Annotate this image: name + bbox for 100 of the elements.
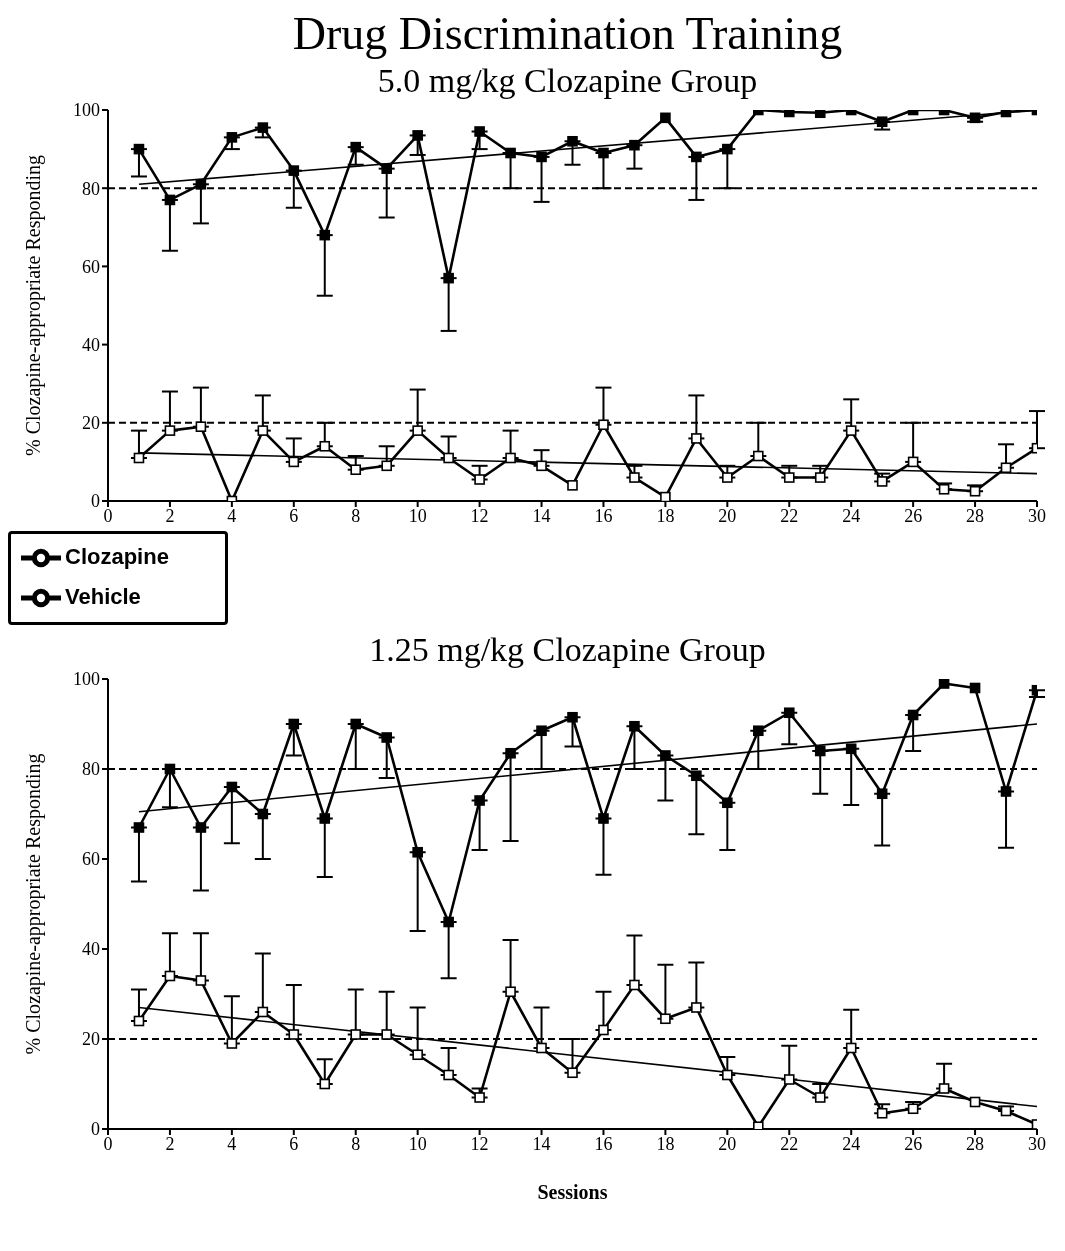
point — [783, 1074, 795, 1085]
point — [381, 732, 392, 743]
point — [226, 781, 238, 793]
point — [195, 975, 207, 986]
y-tick-label: 40 — [82, 939, 100, 960]
point — [319, 813, 331, 824]
point — [505, 147, 516, 159]
point — [133, 1015, 145, 1027]
point — [319, 229, 331, 241]
x-tick-label: 20 — [718, 1133, 737, 1154]
point — [783, 707, 795, 719]
x-tick-label: 16 — [594, 505, 613, 526]
point — [814, 109, 826, 119]
point — [133, 822, 145, 833]
chart-title: Drug Discrimination Training — [291, 8, 844, 61]
x-tick-label: 26 — [904, 1133, 923, 1154]
point — [164, 970, 176, 982]
point — [474, 795, 485, 806]
y-tick-label: 80 — [82, 759, 100, 780]
point — [1000, 109, 1012, 118]
point — [876, 476, 888, 487]
point — [629, 721, 640, 732]
point — [412, 1049, 423, 1061]
x-tick-label: 24 — [842, 1133, 861, 1154]
y-tick-label: 20 — [82, 1029, 100, 1050]
point — [505, 748, 516, 759]
point — [660, 112, 671, 124]
point — [598, 813, 609, 824]
y-axis-title: % Clozapine-appropriate Responding — [22, 154, 46, 456]
point — [969, 112, 981, 124]
point — [691, 770, 702, 782]
point — [226, 132, 238, 143]
point — [783, 472, 795, 483]
legend-label: Clozapine — [65, 543, 169, 569]
point — [938, 1083, 950, 1094]
chart-subtitle: 5.0 mg/kg Clozapine Group — [376, 60, 759, 100]
point — [876, 788, 888, 800]
x-tick-label: 16 — [594, 1133, 613, 1154]
point — [753, 1121, 764, 1130]
point — [288, 718, 300, 730]
x-tick-label: 14 — [532, 505, 551, 526]
x-tick-label: 12 — [470, 1133, 489, 1154]
point — [691, 151, 702, 163]
point — [257, 808, 269, 820]
point — [319, 1078, 331, 1090]
point — [474, 126, 485, 137]
point — [381, 460, 392, 472]
point — [257, 425, 269, 436]
point — [195, 822, 207, 833]
point — [629, 472, 640, 483]
point — [907, 709, 919, 721]
point — [845, 1042, 857, 1054]
y-tick-label: 80 — [82, 178, 100, 199]
point — [660, 491, 671, 501]
x-tick-label: 20 — [718, 505, 737, 526]
point — [722, 1069, 733, 1081]
x-tick-label: 30 — [1028, 505, 1046, 526]
point — [753, 450, 764, 462]
x-tick-label: 22 — [780, 505, 799, 526]
point — [722, 472, 733, 483]
point — [907, 456, 919, 468]
point — [598, 147, 609, 159]
point — [783, 109, 795, 118]
x-tick-label: 30 — [1028, 1133, 1046, 1154]
point — [691, 433, 702, 444]
x-tick-label: 28 — [966, 1133, 985, 1154]
point — [164, 425, 176, 436]
point — [722, 797, 733, 809]
x-tick-label: 10 — [408, 1133, 427, 1154]
point — [907, 1103, 919, 1115]
point — [660, 1013, 671, 1025]
point — [536, 460, 547, 472]
point — [598, 1024, 609, 1036]
x-tick-label: 28 — [966, 505, 985, 526]
x-tick-label: 4 — [227, 1133, 237, 1154]
point — [412, 130, 423, 141]
point — [474, 1092, 485, 1103]
point — [722, 143, 733, 155]
point — [814, 1092, 826, 1103]
point — [969, 682, 981, 694]
point — [1000, 786, 1012, 797]
x-tick-label: 22 — [780, 1133, 799, 1154]
point — [536, 1042, 547, 1054]
y-tick-label: 60 — [82, 256, 100, 277]
point — [938, 483, 950, 495]
x-tick-label: 14 — [532, 1133, 551, 1154]
point — [350, 464, 362, 475]
y-tick-label: 0 — [91, 1119, 100, 1140]
point — [660, 750, 671, 761]
point — [443, 452, 454, 464]
x-tick-label: 26 — [904, 505, 923, 526]
point — [536, 151, 547, 163]
point — [443, 272, 454, 284]
point — [195, 421, 207, 432]
point — [474, 474, 485, 485]
point — [195, 178, 207, 190]
point — [350, 141, 362, 153]
point — [226, 1038, 238, 1049]
point — [845, 743, 857, 755]
point — [876, 116, 888, 128]
